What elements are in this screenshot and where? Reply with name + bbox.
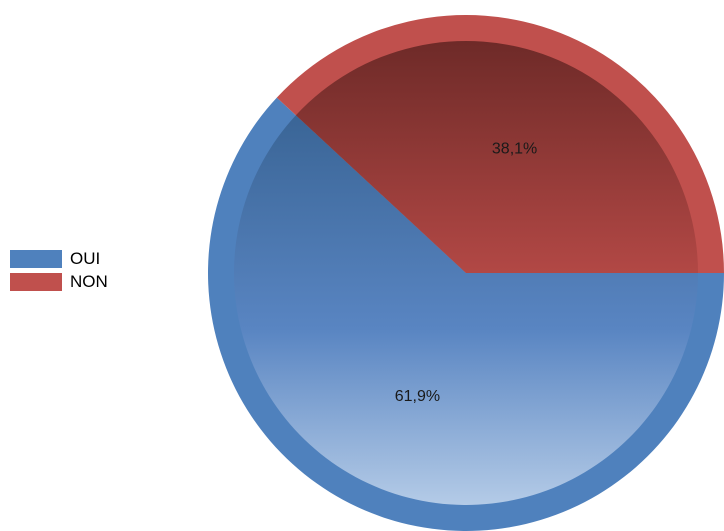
legend-label-oui: OUI (70, 248, 101, 268)
legend-label-non: NON (70, 271, 108, 291)
legend: OUI NON (10, 247, 108, 293)
pie-slices-inner (234, 40, 698, 505)
legend-item-oui: OUI (10, 247, 108, 270)
pie-slice-label-non: 38,1% (492, 140, 537, 157)
legend-swatch-oui (10, 249, 62, 268)
pie-slice-inner-non (295, 40, 698, 273)
legend-swatch-non (10, 272, 62, 291)
pie-slice-inner-oui (234, 115, 698, 505)
pie-slice-labels: 61,9% 38,1% (395, 140, 538, 405)
pie-slice-label-oui: 61,9% (395, 388, 440, 405)
legend-item-non: NON (10, 270, 108, 293)
